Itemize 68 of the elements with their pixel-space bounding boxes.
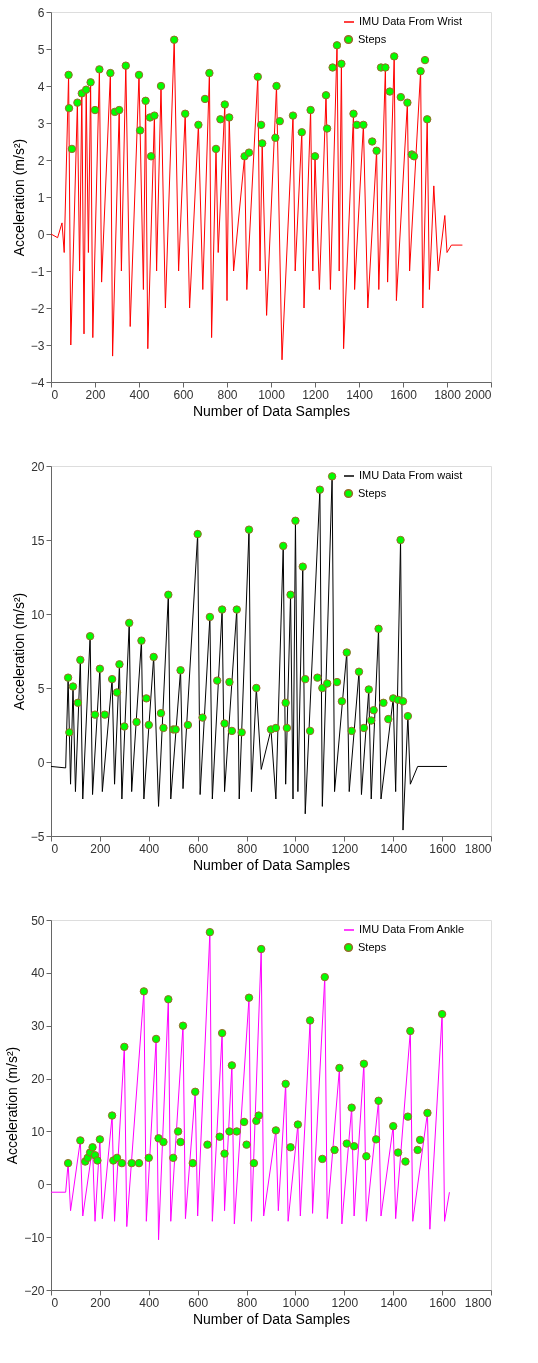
y-tick-label: −4: [30, 375, 45, 390]
x-tick-label: 0: [51, 841, 59, 856]
x-tick-label: 200: [90, 1295, 111, 1310]
x-tick-label: 1200: [331, 1295, 359, 1310]
y-tick-label: 1: [37, 190, 45, 205]
y-tick-label: 0: [37, 755, 45, 770]
x-tick-label: 1400: [346, 387, 374, 402]
y-tick-label: 5: [37, 42, 45, 57]
x-tick-label: 1000: [282, 841, 310, 856]
y-tick-label: −5: [30, 829, 45, 844]
x-tick-label: 400: [129, 387, 150, 402]
y-axis-title: Acceleration (m/s²): [4, 1046, 21, 1165]
x-tick-label: 800: [237, 841, 258, 856]
x-tick-label: 1400: [380, 841, 408, 856]
legend-label: IMU Data From Ankle: [359, 923, 465, 935]
legend-label: IMU Data From waist: [359, 469, 463, 481]
legend-label: Steps: [358, 940, 387, 953]
y-tick-label: 0: [37, 1177, 45, 1192]
x-tick-label: 600: [188, 841, 209, 856]
y-tick-label: 30: [31, 1019, 45, 1034]
y-tick-label: 5: [37, 681, 45, 696]
y-tick-label: 50: [31, 913, 45, 928]
x-tick-label: 1800: [464, 841, 492, 856]
x-tick-label: 1200: [331, 841, 359, 856]
y-tick-label: −10: [24, 1230, 45, 1245]
x-tick-label: 800: [217, 387, 238, 402]
y-tick-label: −3: [30, 338, 45, 353]
x-tick-label: 0: [51, 1295, 59, 1310]
x-tick-label: 600: [188, 1295, 209, 1310]
y-tick-label: 0: [37, 227, 45, 242]
y-tick-label: 10: [31, 607, 45, 622]
y-axis-title: Acceleration (m/s²): [10, 592, 27, 711]
y-tick-label: 2: [37, 153, 45, 168]
x-tick-label: 1800: [464, 1295, 492, 1310]
legend-label: Steps: [358, 486, 387, 499]
x-tick-label: 1800: [434, 387, 462, 402]
y-tick-label: 40: [31, 966, 45, 981]
x-tick-label: 1600: [429, 841, 457, 856]
x-tick-label: 800: [237, 1295, 258, 1310]
x-tick-label: 1000: [258, 387, 286, 402]
y-tick-label: 10: [31, 1124, 45, 1139]
x-tick-label: 400: [139, 841, 160, 856]
x-axis-title: Number of Data Samples: [192, 402, 351, 419]
y-tick-label: 15: [31, 533, 45, 548]
y-tick-label: −20: [24, 1283, 45, 1298]
x-tick-label: 1000: [282, 1295, 310, 1310]
x-tick-label: 1400: [380, 1295, 408, 1310]
legend-label: IMU Data From Wrist: [359, 15, 463, 27]
x-tick-label: 200: [90, 841, 111, 856]
y-tick-label: 4: [37, 79, 45, 94]
x-axis-title: Number of Data Samples: [192, 1310, 351, 1327]
x-tick-label: 0: [51, 387, 59, 402]
y-tick-label: −1: [30, 264, 45, 279]
x-tick-label: 600: [173, 387, 194, 402]
x-axis-title: Number of Data Samples: [192, 856, 351, 873]
x-tick-label: 1600: [390, 387, 418, 402]
x-tick-label: 2000: [464, 387, 492, 402]
y-tick-label: 6: [37, 5, 45, 20]
y-tick-label: 20: [31, 459, 45, 474]
y-tick-label: −2: [30, 301, 45, 316]
x-tick-label: 200: [85, 387, 106, 402]
y-tick-label: 20: [31, 1072, 45, 1087]
x-tick-label: 1600: [429, 1295, 457, 1310]
x-tick-label: 1200: [302, 387, 330, 402]
legend-label: Steps: [358, 32, 387, 45]
y-axis-title: Acceleration (m/s²): [10, 138, 27, 257]
x-tick-label: 400: [139, 1295, 160, 1310]
y-tick-label: 3: [37, 116, 45, 131]
